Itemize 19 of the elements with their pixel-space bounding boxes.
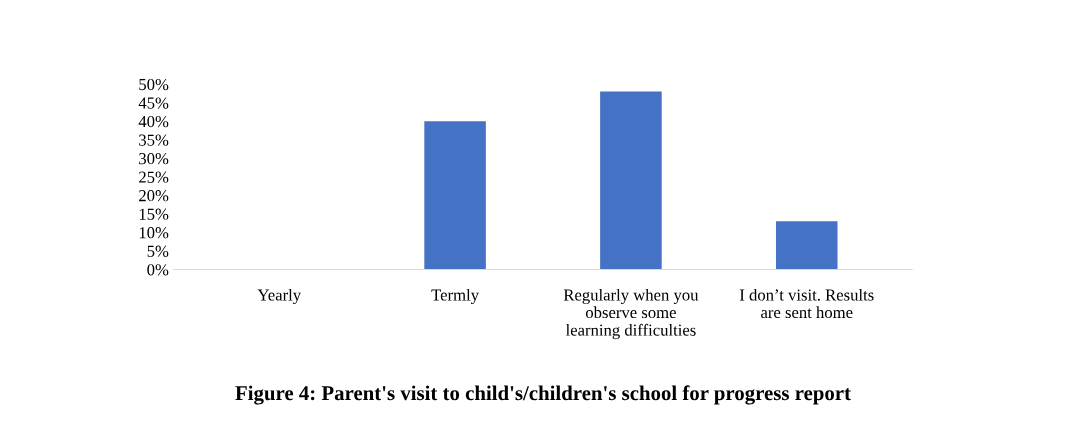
y-tick-label: 30%	[139, 153, 169, 165]
y-tick-label: 15%	[139, 208, 169, 220]
y-tick-label: 5%	[147, 245, 169, 257]
x-tick-label: Regularly when you observe some learning difficulties	[563, 288, 699, 340]
y-tick-label: 40%	[138, 115, 169, 128]
text: Figure 4: Parent's visit to child's/children's school for progress report	[235, 385, 851, 405]
bar	[600, 91, 662, 270]
y-tick-label: 50%	[139, 78, 169, 91]
x-tick-label: Yearly	[257, 288, 302, 305]
x-tick-label: I don’t visit. Results are sent home	[739, 288, 874, 319]
bar	[424, 121, 486, 270]
y-tick-label: 35%	[139, 134, 169, 146]
y-tick-label: 25%	[139, 171, 169, 183]
y-tick-label: 45%	[138, 97, 169, 109]
bar	[775, 221, 838, 270]
y-tick-label: 20%	[139, 190, 169, 202]
x-tick-label: Termly	[431, 288, 479, 305]
y-tick-label: 0%	[147, 264, 169, 276]
y-tick-label: 10%	[139, 227, 169, 239]
